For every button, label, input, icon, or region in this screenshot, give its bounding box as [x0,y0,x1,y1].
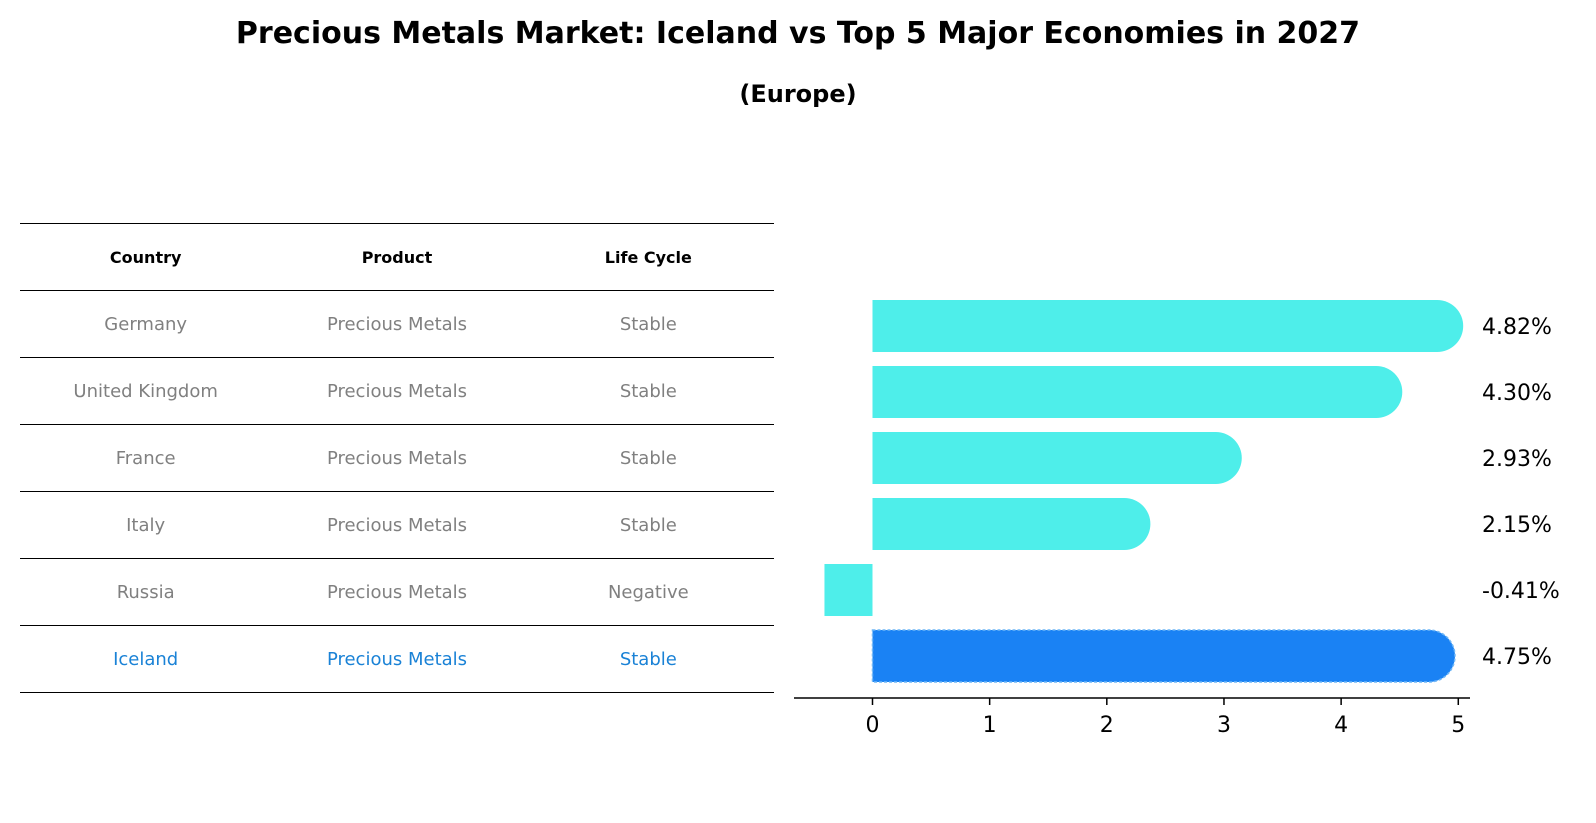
table-header-row: Country Product Life Cycle [20,223,774,291]
cell-life-cycle: Stable [522,357,774,425]
bar-highlight [871,629,1456,683]
cell-product: Precious Metals [271,625,523,693]
table-row-highlight: Iceland Precious Metals Stable [20,625,774,693]
cell-country: Russia [20,558,272,626]
bar [872,300,1464,352]
x-tick-label: 4 [1334,713,1348,738]
header-life-cycle: Life Cycle [522,223,774,291]
x-tick-label: 3 [1217,713,1231,738]
cell-life-cycle: Stable [522,491,774,559]
value-label: 4.82% [1482,315,1552,340]
x-tick-label: 5 [1451,713,1465,738]
x-tick-label: 0 [865,713,879,738]
bar [872,498,1151,550]
cell-life-cycle: Stable [522,625,774,693]
cell-product: Precious Metals [271,491,523,559]
bar [872,366,1403,418]
cell-life-cycle: Negative [522,558,774,626]
value-label: 4.75% [1482,645,1552,670]
cell-country: Italy [20,491,272,559]
cell-country: Iceland [20,625,272,693]
header-product: Product [271,223,523,291]
cell-product: Precious Metals [271,558,523,626]
data-table: Country Product Life Cycle Germany Preci… [20,223,774,693]
chart-title: Precious Metals Market: Iceland vs Top 5… [235,16,1361,51]
cell-product: Precious Metals [271,357,523,425]
value-label: 2.93% [1482,447,1552,472]
cell-country: Germany [20,290,272,358]
cell-life-cycle: Stable [522,290,774,358]
cell-country: United Kingdom [20,357,272,425]
x-tick-label: 1 [983,713,997,738]
cell-product: Precious Metals [271,424,523,492]
value-label: 4.30% [1482,381,1552,406]
x-tick-label: 2 [1100,713,1114,738]
table-row: Italy Precious Metals Stable [20,491,774,559]
value-label: 2.15% [1482,513,1552,538]
table-row: Russia Precious Metals Negative [20,558,774,626]
cell-product: Precious Metals [271,290,523,358]
value-label: -0.41% [1482,579,1560,604]
bar [824,564,873,616]
chart-subtitle: (Europe) [739,80,857,108]
cell-life-cycle: Stable [522,424,774,492]
table-row: United Kingdom Precious Metals Stable [20,357,774,425]
cell-country: France [20,424,272,492]
bar [872,432,1242,484]
table-row: France Precious Metals Stable [20,424,774,492]
header-country: Country [20,223,272,291]
table-row: Germany Precious Metals Stable [20,290,774,358]
